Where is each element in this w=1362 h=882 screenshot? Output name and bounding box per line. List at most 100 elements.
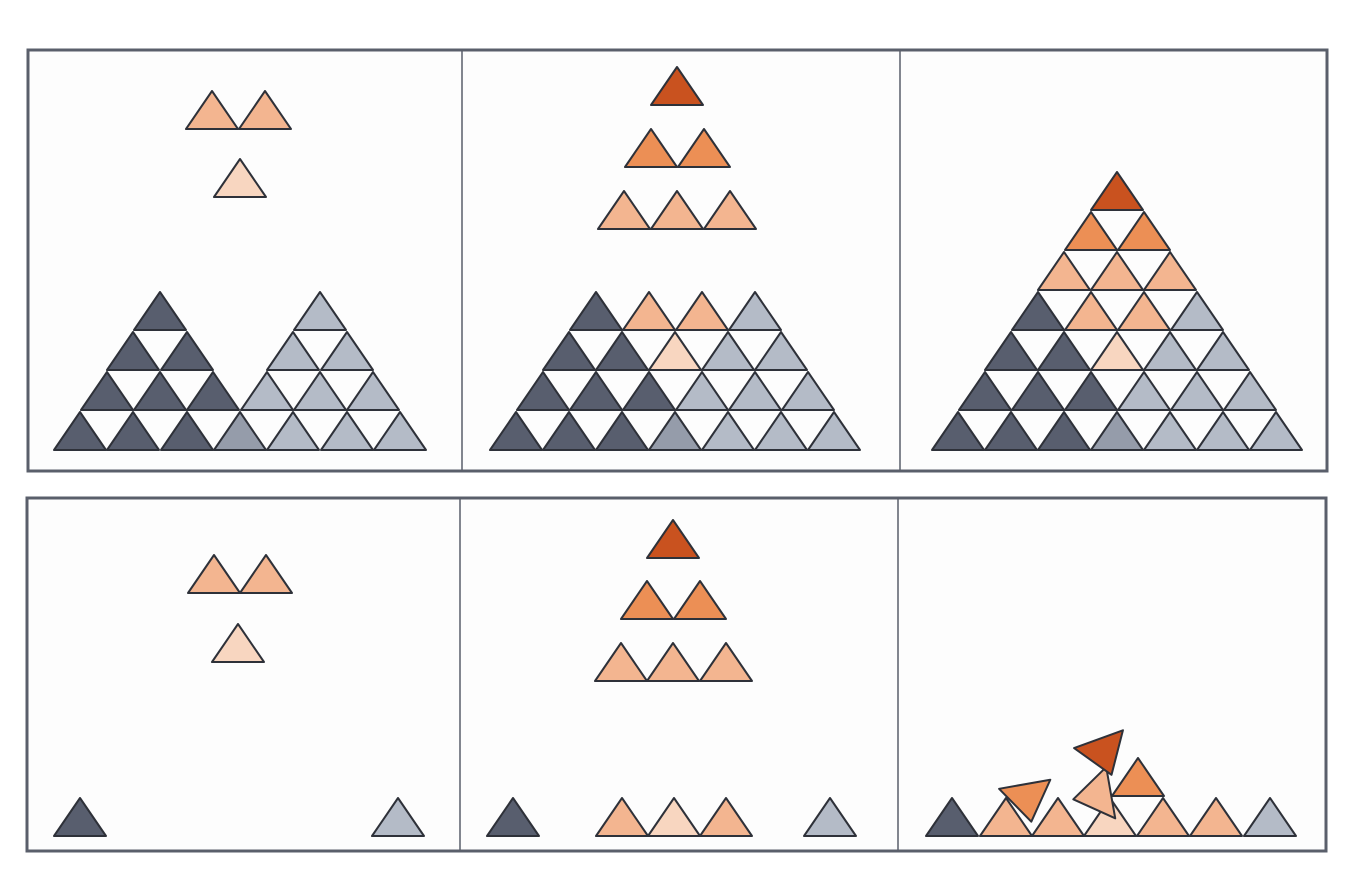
triangle	[373, 411, 427, 451]
triangle	[1111, 757, 1165, 797]
triangle	[979, 797, 1033, 837]
triangle	[160, 411, 214, 451]
triangle	[595, 411, 649, 451]
triangle	[754, 411, 808, 451]
triangle	[675, 371, 729, 411]
triangle	[958, 371, 1012, 411]
triangle	[569, 291, 623, 331]
triangle	[293, 291, 347, 331]
triangle	[1037, 251, 1091, 291]
triangle	[133, 371, 187, 411]
triangle	[1170, 371, 1224, 411]
triangle	[346, 371, 400, 411]
triangle	[1037, 331, 1091, 371]
triangle	[1223, 371, 1277, 411]
triangle	[1011, 291, 1065, 331]
triangle	[595, 331, 649, 371]
triangle	[594, 642, 648, 682]
triangle	[1064, 211, 1118, 251]
triangle	[622, 291, 676, 331]
triangle	[293, 371, 347, 411]
triangle	[1064, 371, 1118, 411]
triangle	[187, 554, 241, 594]
triangle	[1031, 797, 1085, 837]
triangle	[320, 331, 374, 371]
triangle	[542, 411, 596, 451]
triangle	[1117, 371, 1171, 411]
triangle	[133, 291, 187, 331]
triangle	[160, 331, 214, 371]
triangle	[106, 411, 160, 451]
triangle	[53, 797, 107, 837]
triangle	[1143, 251, 1197, 291]
triangle	[213, 158, 267, 198]
triangle	[1170, 291, 1224, 331]
triangle	[699, 642, 753, 682]
triangle	[984, 411, 1038, 451]
triangle	[213, 411, 267, 451]
triangle	[1143, 411, 1197, 451]
triangle	[677, 128, 731, 168]
triangle	[1117, 291, 1171, 331]
triangle	[620, 580, 674, 620]
triangle	[1196, 331, 1250, 371]
triangle	[647, 797, 701, 837]
triangle	[486, 797, 540, 837]
triangle	[106, 331, 160, 371]
triangle	[803, 797, 857, 837]
triangle	[1090, 411, 1144, 451]
triangle	[185, 90, 239, 130]
triangle	[542, 331, 596, 371]
triangle	[238, 90, 292, 130]
triangle	[1064, 291, 1118, 331]
triangle	[1011, 371, 1065, 411]
triangle	[650, 190, 704, 230]
triangle	[1243, 797, 1297, 837]
triangle	[1037, 411, 1091, 451]
triangle	[984, 331, 1038, 371]
triangle	[1117, 211, 1171, 251]
triangle	[624, 128, 678, 168]
triangle	[569, 371, 623, 411]
triangle	[186, 371, 240, 411]
triangle	[931, 411, 985, 451]
triangle	[1090, 331, 1144, 371]
triangle	[648, 411, 702, 451]
triangle	[728, 291, 782, 331]
triangles	[53, 66, 1303, 837]
triangle	[1189, 797, 1243, 837]
triangle	[646, 642, 700, 682]
triangle	[925, 797, 979, 837]
triangle	[646, 519, 700, 559]
triangle	[211, 623, 265, 663]
triangle	[240, 371, 294, 411]
triangle	[1073, 729, 1124, 776]
triangle	[1090, 171, 1144, 211]
triangle	[1090, 251, 1144, 291]
triangle	[1143, 331, 1197, 371]
triangle	[781, 371, 835, 411]
triangle	[701, 411, 755, 451]
triangle	[754, 331, 808, 371]
triangle	[489, 411, 543, 451]
triangle	[597, 190, 651, 230]
triangle	[53, 411, 107, 451]
triangle	[1072, 766, 1117, 820]
triangle	[807, 411, 861, 451]
triangle	[80, 371, 134, 411]
triangle	[371, 797, 425, 837]
triangle	[595, 797, 649, 837]
triangle	[1136, 797, 1190, 837]
triangle	[266, 411, 320, 451]
triangle	[622, 371, 676, 411]
triangle	[701, 331, 755, 371]
triangle	[320, 411, 374, 451]
triangle	[675, 291, 729, 331]
triangle	[1249, 411, 1303, 451]
triangle	[703, 190, 757, 230]
triangle	[650, 66, 704, 106]
triangle	[239, 554, 293, 594]
triangle	[516, 371, 570, 411]
